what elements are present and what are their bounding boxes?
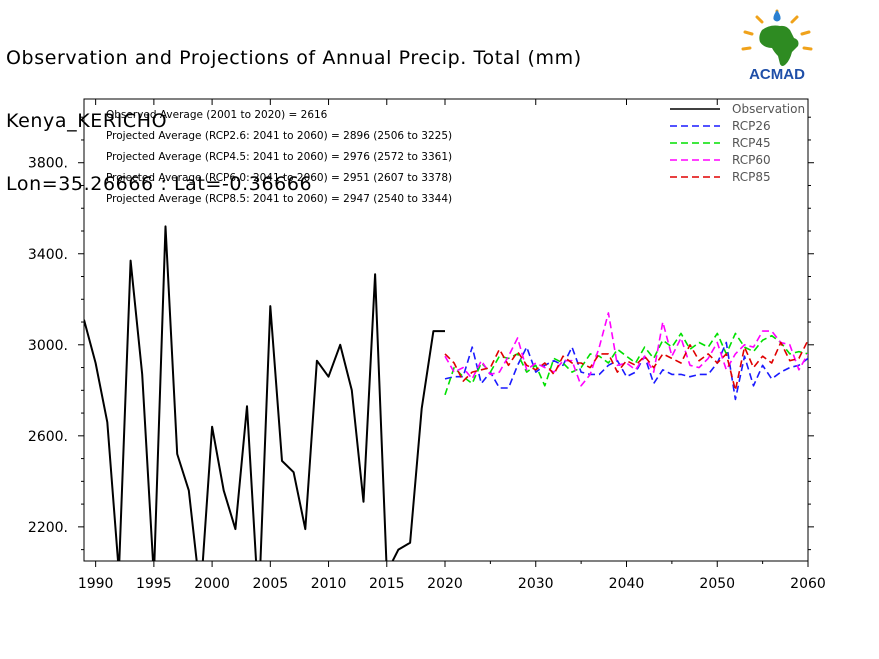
annotations: Observed Average (2001 to 2020) = 2616 Pr… xyxy=(106,109,452,205)
x-tick-label: 1990 xyxy=(78,576,114,592)
location-coords: Lon=35.26666 : Lat=-0.36666 xyxy=(6,173,313,195)
africa-icon xyxy=(759,25,799,66)
sun-rays-icon xyxy=(741,9,813,51)
plot-frame xyxy=(83,98,809,562)
location-name: Kenya_KERICHO xyxy=(6,110,168,132)
annotation-text: Projected Average (RCP4.5: 2041 to 2060)… xyxy=(106,151,452,163)
x-tick-label: 2015 xyxy=(369,576,405,592)
series-line-rcp85 xyxy=(444,339,808,392)
chart-title-block: Observation and Projections of Annual Pr… xyxy=(6,6,582,216)
annotation-text: Projected Average (RCP8.5: 2041 to 2060)… xyxy=(106,193,452,205)
x-tick-label: 2060 xyxy=(790,576,826,592)
x-tick-label: 2050 xyxy=(699,576,735,592)
series-line-rcp60 xyxy=(444,312,808,387)
x-tick-label: 2030 xyxy=(518,576,554,592)
chart-title: Observation and Projections of Annual Pr… xyxy=(6,47,582,69)
y-tick-label: 3400. xyxy=(28,247,68,263)
legend-label: RCP45 xyxy=(732,136,771,150)
legend-label: RCP85 xyxy=(732,170,771,184)
legend-label: RCP60 xyxy=(732,153,771,167)
x-tick-label: 2000 xyxy=(194,576,230,592)
x-tick-label: 2010 xyxy=(311,576,347,592)
y-tick-label: 2200. xyxy=(28,520,68,536)
x-tick-label: 2005 xyxy=(253,576,289,592)
series-layer xyxy=(84,225,808,561)
series-line-rcp45 xyxy=(444,332,808,396)
legend: Observation RCP26 RCP45 RCP60 RCP85 xyxy=(670,102,805,184)
acmad-logo: ACMAD xyxy=(741,9,813,83)
x-axis: 1990 1995 2000 2005 2010 2015 2020 2030 2040 2050… xyxy=(78,99,826,592)
water-drop-icon xyxy=(773,10,781,22)
y-axis: 2200. 2600. 3000. 3400. 3800. xyxy=(28,116,814,551)
y-tick-label: 3800. xyxy=(28,156,68,172)
legend-label: RCP26 xyxy=(732,119,771,133)
annotation-text: Observed Average (2001 to 2020) = 2616 xyxy=(106,109,328,121)
annotation-text: Projected Average (RCP2.6: 2041 to 2060)… xyxy=(106,130,452,142)
x-tick-label: 2040 xyxy=(609,576,645,592)
y-tick-label: 2600. xyxy=(28,429,68,445)
legend-label: Observation xyxy=(732,102,805,116)
series-line-observation xyxy=(84,225,445,561)
x-tick-label: 1995 xyxy=(136,576,172,592)
y-tick-label: 3000. xyxy=(28,338,68,354)
series-line-rcp26 xyxy=(444,341,808,401)
x-tick-label: 2020 xyxy=(427,576,463,592)
annotation-text: Projected Average (RCP6.0: 2041 to 2060)… xyxy=(106,172,452,184)
logo-text: ACMAD xyxy=(749,66,805,83)
